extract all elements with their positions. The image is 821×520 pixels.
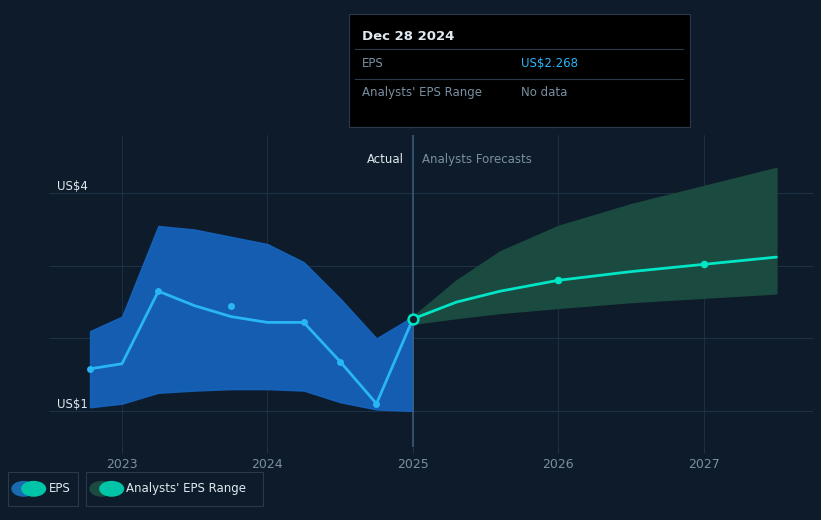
Text: Analysts' EPS Range: Analysts' EPS Range bbox=[126, 483, 246, 495]
Text: Dec 28 2024: Dec 28 2024 bbox=[362, 30, 455, 43]
Point bbox=[552, 276, 565, 284]
Text: Analysts' EPS Range: Analysts' EPS Range bbox=[362, 85, 482, 99]
Point bbox=[406, 315, 420, 323]
Point bbox=[697, 260, 710, 268]
Point bbox=[224, 302, 237, 310]
Point bbox=[152, 287, 165, 295]
Text: Actual: Actual bbox=[367, 153, 404, 166]
Text: US$1: US$1 bbox=[57, 398, 87, 411]
Text: Analysts Forecasts: Analysts Forecasts bbox=[421, 153, 531, 166]
Point bbox=[84, 365, 97, 373]
Text: US$4: US$4 bbox=[57, 180, 87, 193]
Point bbox=[370, 399, 383, 408]
Text: EPS: EPS bbox=[48, 483, 70, 495]
Text: EPS: EPS bbox=[362, 57, 383, 70]
Point bbox=[333, 357, 346, 366]
Point bbox=[297, 318, 310, 327]
Text: US$2.268: US$2.268 bbox=[521, 57, 578, 70]
Text: No data: No data bbox=[521, 85, 567, 99]
